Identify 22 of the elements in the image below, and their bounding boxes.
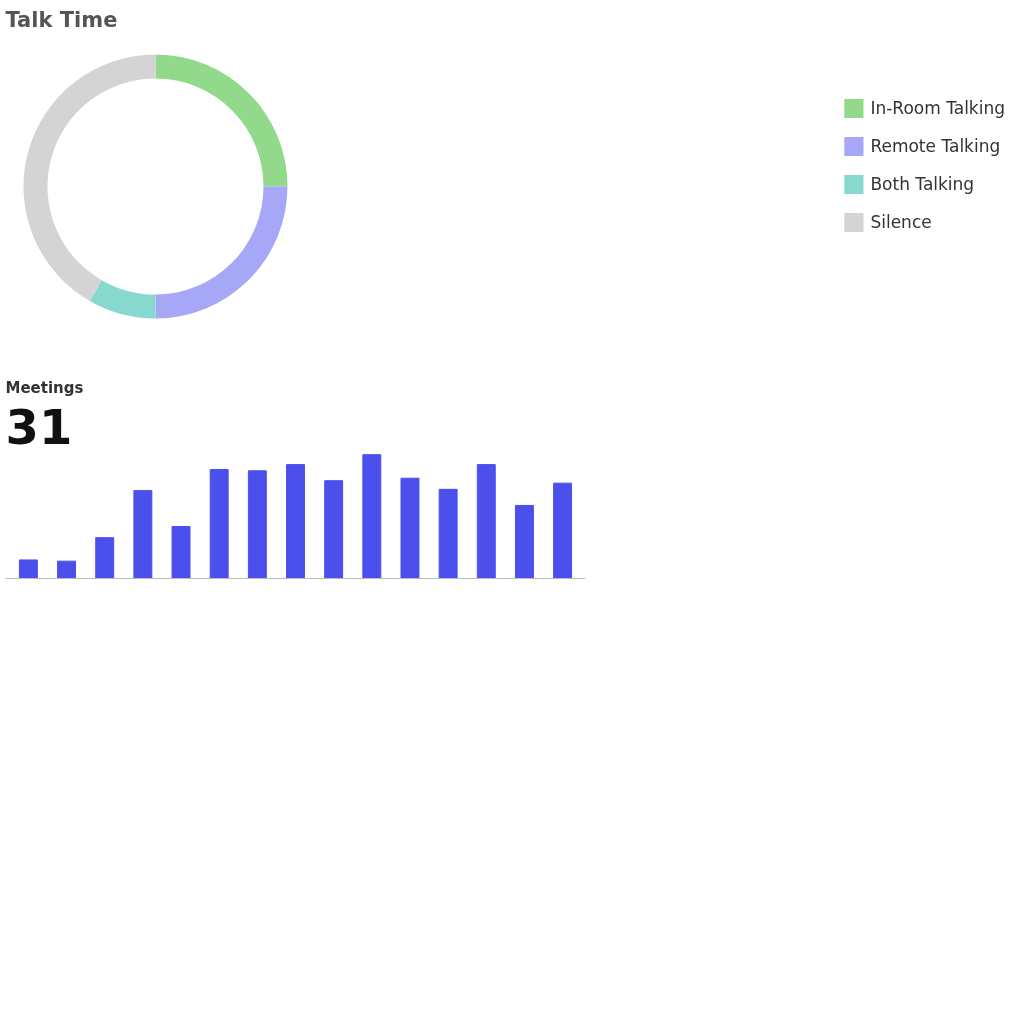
bar — [209, 469, 229, 579]
legend-label: Both Talking — [870, 174, 975, 194]
legend-label: In-Room Talking — [870, 98, 1005, 118]
bar — [324, 480, 344, 579]
bar — [476, 464, 496, 579]
bar — [400, 477, 420, 579]
bar — [286, 464, 305, 579]
bar — [514, 504, 534, 579]
bar — [133, 490, 153, 579]
bar — [95, 537, 115, 579]
legend-label: Remote Talking — [870, 136, 1001, 156]
chart-title: Talk Time — [5, 7, 118, 32]
legend-label: Silence — [870, 212, 932, 232]
bar — [553, 482, 573, 579]
bar — [438, 488, 458, 579]
bar — [247, 470, 267, 579]
bar — [171, 526, 191, 579]
bar — [57, 560, 77, 579]
bar — [362, 454, 382, 579]
text: 31 — [5, 398, 73, 455]
chart-title: Meetings — [5, 378, 84, 397]
bar — [18, 559, 38, 579]
